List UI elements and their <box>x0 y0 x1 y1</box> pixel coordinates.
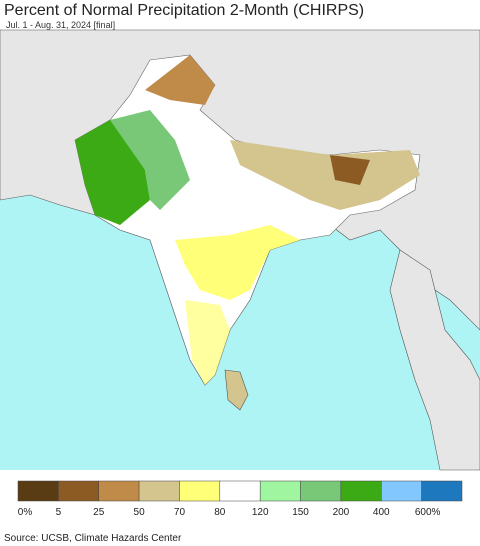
legend-swatch <box>259 480 301 502</box>
legend-swatch <box>17 480 59 502</box>
legend-label: 80 <box>214 507 226 518</box>
legend: 0% 5 25 50 70 80 120 150 200 400 600% <box>17 480 463 518</box>
map <box>0 29 480 471</box>
legend-label: 50 <box>134 507 146 518</box>
legend-label: 400 <box>373 507 390 518</box>
legend-swatch <box>58 480 99 502</box>
legend-swatch <box>421 480 463 502</box>
legend-label: 70 <box>174 507 186 518</box>
legend-swatch <box>219 480 261 502</box>
legend-label: 200 <box>333 507 350 518</box>
wet-area <box>110 110 190 210</box>
legend-label: 5 <box>56 507 62 518</box>
title: Percent of Normal Precipitation 2-Month … <box>4 2 364 19</box>
legend-swatch <box>381 480 422 502</box>
legend-label: 25 <box>93 507 105 518</box>
legend-swatch <box>138 480 180 502</box>
legend-label: 600% <box>415 507 441 518</box>
legend-swatch <box>340 480 382 502</box>
low-area <box>175 225 300 300</box>
legend-swatch <box>179 480 221 502</box>
low-area <box>185 300 230 385</box>
land-east <box>389 249 480 471</box>
legend-label: 150 <box>292 507 309 518</box>
dry-area <box>230 140 420 210</box>
island <box>224 369 249 411</box>
legend-label: 0% <box>18 507 33 518</box>
source: Source: UCSB, Climate Hazards Center <box>4 533 182 544</box>
legend-label: 120 <box>252 507 269 518</box>
subtitle: Jul. 1 - Aug. 31, 2024 [final] <box>6 20 115 30</box>
dry-area <box>145 55 215 105</box>
legend-swatch <box>98 480 140 502</box>
dry-area <box>330 155 370 185</box>
legend-swatch <box>300 480 342 502</box>
